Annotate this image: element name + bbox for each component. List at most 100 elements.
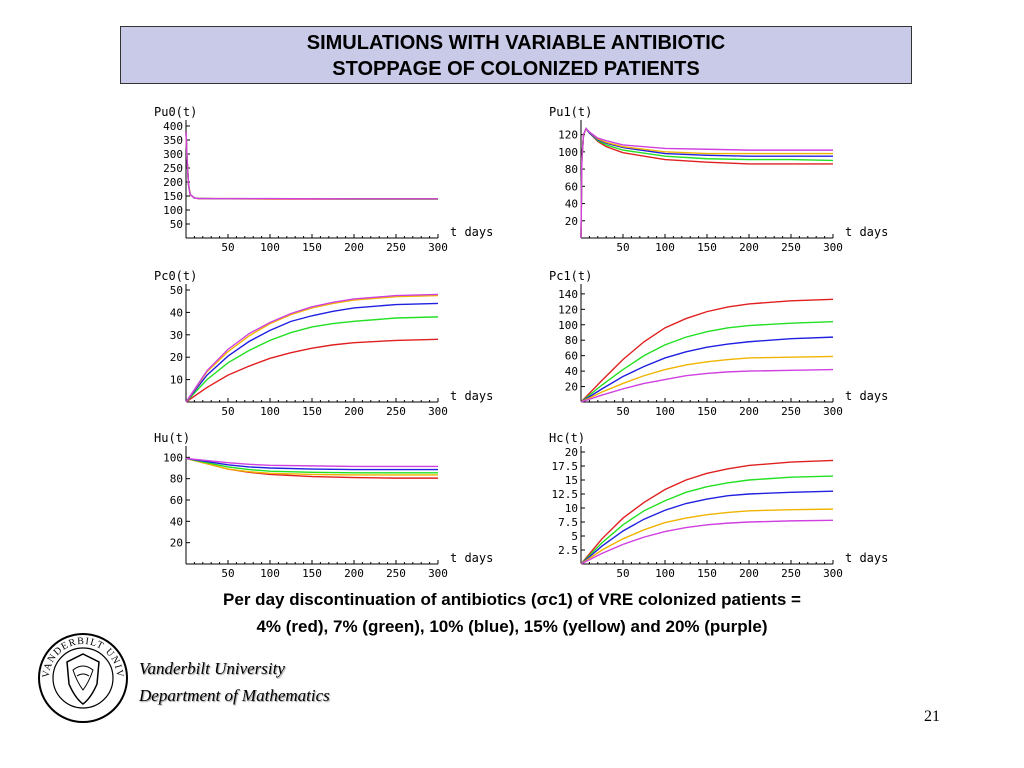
x-tick-label: 150 xyxy=(697,241,717,254)
x-tick-label: 150 xyxy=(302,405,322,418)
y-axis-title: Hu(t) xyxy=(154,431,190,445)
x-tick-label: 300 xyxy=(428,405,448,418)
y-tick-label: 80 xyxy=(170,473,183,486)
slide-title-line-2: STOPPAGE OF COLONIZED PATIENTS xyxy=(332,58,700,80)
caption-line-1: Per day discontinuation of antibiotics (… xyxy=(223,590,801,609)
series-line-blue xyxy=(580,490,834,565)
y-tick-label: 10 xyxy=(170,374,183,387)
series-line-blue xyxy=(185,457,438,471)
series-line-yellow xyxy=(580,127,833,239)
x-axis-title: t days xyxy=(450,389,493,403)
y-tick-label: 20 xyxy=(565,446,578,459)
y-tick-label: 50 xyxy=(170,284,183,297)
y-tick-label: 2.5 xyxy=(558,544,578,557)
x-tick-label: 250 xyxy=(781,567,801,580)
y-tick-label: 100 xyxy=(163,451,183,464)
chart-pc1: Pc1(t) 50 100 150 200 250 300 20 40 60 80 100 120 140… xyxy=(549,269,888,418)
chart-hu: Hu(t) 50 100 150 200 250 300 20 40 60 80 100 t days xyxy=(154,431,493,580)
x-tick-label: 50 xyxy=(616,405,629,418)
y-tick-label: 100 xyxy=(163,204,183,217)
y-axis-title: Pc0(t) xyxy=(154,269,197,283)
y-tick-label: 5 xyxy=(571,530,578,543)
y-tick-label: 20 xyxy=(565,215,578,228)
y-tick-label: 10 xyxy=(565,502,578,515)
series-line-red xyxy=(185,338,439,403)
x-tick-label: 50 xyxy=(616,241,629,254)
y-tick-label: 120 xyxy=(558,303,578,316)
y-tick-label: 200 xyxy=(163,176,183,189)
y-tick-label: 17.5 xyxy=(552,460,579,473)
series-line-purple xyxy=(580,519,834,565)
caption-line-2: 4% (red), 7% (green), 10% (blue), 15% (y… xyxy=(256,617,768,636)
series-line-blue xyxy=(185,131,438,200)
y-tick-label: 20 xyxy=(170,351,183,364)
page-number: 21 xyxy=(924,708,940,725)
y-tick-label: 7.5 xyxy=(558,516,578,529)
x-tick-label: 200 xyxy=(344,241,364,254)
x-tick-label: 300 xyxy=(823,567,843,580)
y-tick-label: 100 xyxy=(558,146,578,159)
y-tick-label: 40 xyxy=(170,306,183,319)
chart-pu0: Pu0(t)50 100 150 200 250 30050100150200250300… xyxy=(154,105,493,254)
y-tick-label: 15 xyxy=(565,474,578,487)
y-tick-label: 150 xyxy=(163,190,183,203)
y-tick-label: 40 xyxy=(170,515,183,528)
y-axis-title: Pc1(t) xyxy=(549,269,592,283)
x-tick-label: 100 xyxy=(260,405,280,418)
x-tick-label: 50 xyxy=(221,405,234,418)
x-tick-label: 300 xyxy=(823,241,843,254)
x-tick-label: 100 xyxy=(655,567,675,580)
series-line-purple xyxy=(185,293,439,403)
series-line-purple xyxy=(580,127,833,239)
x-tick-label: 250 xyxy=(386,567,406,580)
series-line-blue xyxy=(580,336,834,403)
x-tick-label: 150 xyxy=(302,567,322,580)
series-line-blue xyxy=(185,302,439,403)
y-tick-label: 250 xyxy=(163,162,183,175)
series-line-yellow xyxy=(185,131,438,200)
x-axis-title: t days xyxy=(845,389,888,403)
x-tick-label: 200 xyxy=(739,405,759,418)
y-tick-label: 400 xyxy=(163,120,183,133)
y-tick-label: 60 xyxy=(565,350,578,363)
y-tick-label: 100 xyxy=(558,319,578,332)
series-line-green xyxy=(185,457,438,474)
series-line-purple xyxy=(580,368,834,403)
y-tick-label: 50 xyxy=(170,218,183,231)
x-tick-label: 250 xyxy=(781,241,801,254)
y-tick-label: 300 xyxy=(163,148,183,161)
y-tick-label: 30 xyxy=(170,329,183,342)
institution-name: Vanderbilt University xyxy=(139,659,285,678)
x-tick-label: 200 xyxy=(739,241,759,254)
y-axis-title: Hc(t) xyxy=(549,431,585,445)
series-line-purple xyxy=(185,131,438,200)
x-tick-label: 200 xyxy=(344,405,364,418)
x-tick-label: 150 xyxy=(697,567,717,580)
x-tick-label: 250 xyxy=(386,405,406,418)
series-line-green xyxy=(185,131,438,200)
x-tick-label: 100 xyxy=(655,241,675,254)
series-line-red xyxy=(580,459,834,565)
x-tick-label: 50 xyxy=(616,567,629,580)
x-axis-title: t days xyxy=(845,551,888,565)
x-axis-title: t days xyxy=(845,225,888,239)
y-tick-label: 60 xyxy=(565,180,578,193)
series-line-red xyxy=(580,298,834,403)
series-line-yellow xyxy=(185,294,439,403)
y-tick-label: 120 xyxy=(558,129,578,142)
x-tick-label: 300 xyxy=(428,567,448,580)
x-tick-label: 50 xyxy=(221,241,234,254)
x-tick-label: 250 xyxy=(386,241,406,254)
x-tick-label: 150 xyxy=(697,405,717,418)
y-tick-label: 80 xyxy=(565,163,578,176)
x-tick-label: 200 xyxy=(344,567,364,580)
vanderbilt-seal-logo: VANDERBILT UNIVERSITY xyxy=(37,632,128,723)
series-line-green xyxy=(580,320,834,403)
x-axis-title: t days xyxy=(450,551,493,565)
y-tick-label: 12.5 xyxy=(552,488,579,501)
y-tick-label: 40 xyxy=(565,365,578,378)
slide-title-line-1: SIMULATIONS WITH VARIABLE ANTIBIOTIC xyxy=(306,32,726,54)
series-line-purple xyxy=(185,457,438,468)
chart-hc: Hc(t) 50 100 150 200 250 300 2.557.51012.51517.… xyxy=(549,431,888,580)
x-tick-label: 100 xyxy=(260,241,280,254)
